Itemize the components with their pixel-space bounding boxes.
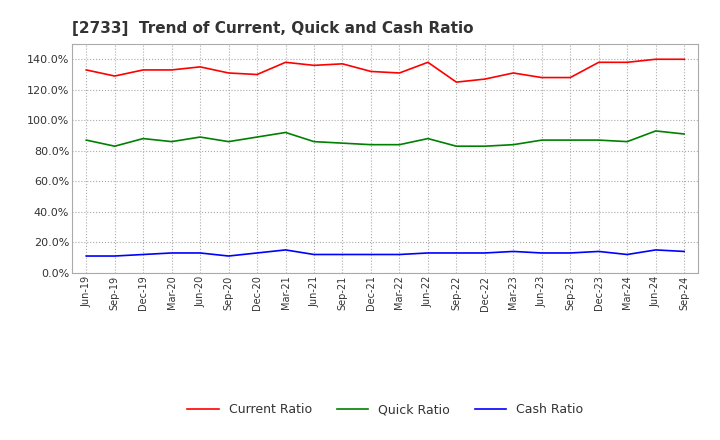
Current Ratio [110,73,119,79]
Quick Ratio [253,134,261,139]
Quick Ratio [82,137,91,143]
Cash Ratio [253,250,261,256]
Current Ratio [366,69,375,74]
Quick Ratio [225,139,233,144]
Cash Ratio [509,249,518,254]
Current Ratio [253,72,261,77]
Current Ratio [480,77,489,82]
Quick Ratio [338,140,347,146]
Quick Ratio [395,142,404,147]
Quick Ratio [680,132,688,137]
Cash Ratio [196,250,204,256]
Quick Ratio [282,130,290,135]
Cash Ratio [395,252,404,257]
Cash Ratio [310,252,318,257]
Legend: Current Ratio, Quick Ratio, Cash Ratio: Current Ratio, Quick Ratio, Cash Ratio [182,398,588,421]
Quick Ratio [196,134,204,139]
Quick Ratio [452,143,461,149]
Current Ratio [282,60,290,65]
Line: Current Ratio: Current Ratio [86,59,684,82]
Cash Ratio [452,250,461,256]
Current Ratio [338,61,347,66]
Quick Ratio [167,139,176,144]
Current Ratio [680,57,688,62]
Current Ratio [139,67,148,73]
Cash Ratio [480,250,489,256]
Cash Ratio [225,253,233,259]
Quick Ratio [139,136,148,141]
Text: [2733]  Trend of Current, Quick and Cash Ratio: [2733] Trend of Current, Quick and Cash … [72,21,474,36]
Cash Ratio [282,247,290,253]
Current Ratio [595,60,603,65]
Quick Ratio [480,143,489,149]
Quick Ratio [652,128,660,134]
Current Ratio [452,80,461,85]
Cash Ratio [623,252,631,257]
Line: Cash Ratio: Cash Ratio [86,250,684,256]
Cash Ratio [423,250,432,256]
Current Ratio [652,57,660,62]
Quick Ratio [537,137,546,143]
Quick Ratio [110,143,119,149]
Cash Ratio [595,249,603,254]
Current Ratio [423,60,432,65]
Cash Ratio [537,250,546,256]
Quick Ratio [509,142,518,147]
Cash Ratio [366,252,375,257]
Current Ratio [623,60,631,65]
Current Ratio [509,70,518,76]
Cash Ratio [338,252,347,257]
Quick Ratio [310,139,318,144]
Cash Ratio [566,250,575,256]
Cash Ratio [680,249,688,254]
Current Ratio [225,70,233,76]
Quick Ratio [566,137,575,143]
Line: Quick Ratio: Quick Ratio [86,131,684,146]
Cash Ratio [82,253,91,259]
Quick Ratio [623,139,631,144]
Current Ratio [537,75,546,80]
Cash Ratio [652,247,660,253]
Current Ratio [196,64,204,70]
Current Ratio [395,70,404,76]
Quick Ratio [595,137,603,143]
Cash Ratio [139,252,148,257]
Current Ratio [310,63,318,68]
Cash Ratio [110,253,119,259]
Current Ratio [566,75,575,80]
Quick Ratio [366,142,375,147]
Current Ratio [167,67,176,73]
Current Ratio [82,67,91,73]
Quick Ratio [423,136,432,141]
Cash Ratio [167,250,176,256]
